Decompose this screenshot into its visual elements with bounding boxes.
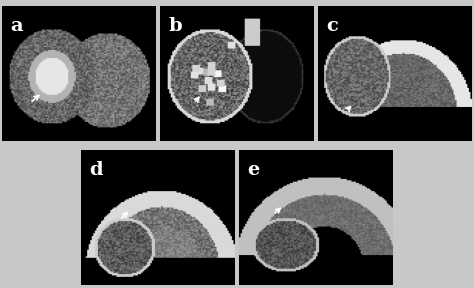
Text: e: e (247, 161, 259, 179)
Text: b: b (168, 17, 182, 35)
Text: d: d (89, 161, 103, 179)
Text: c: c (326, 17, 338, 35)
Text: a: a (10, 17, 23, 35)
